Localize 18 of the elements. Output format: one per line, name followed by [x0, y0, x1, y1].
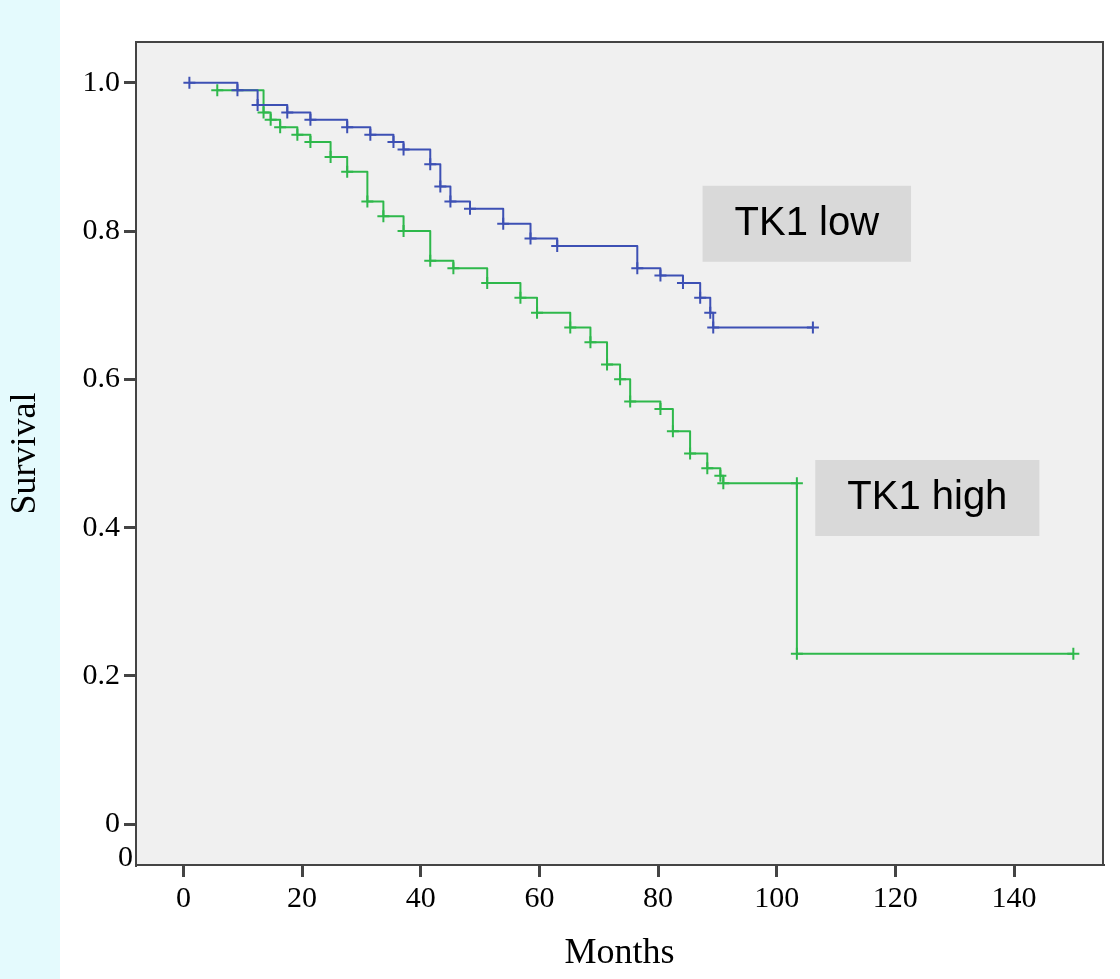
y-axis-title: Survival	[3, 392, 44, 515]
x-tick-label: 20	[287, 879, 318, 913]
x-tick-label: 120	[872, 879, 918, 913]
y-tick-label: 0.6	[82, 360, 120, 394]
y-tick-label: 1.0	[82, 63, 120, 97]
x-tick-label: 140	[991, 879, 1037, 913]
series-label: TK1 low	[734, 198, 880, 243]
x-tick-label: 60	[524, 879, 555, 913]
x-axis-title: Months	[564, 930, 675, 971]
x-tick-label: 100	[754, 879, 800, 913]
x-tick-label: 80	[643, 879, 674, 913]
series-label: TK1 high	[847, 473, 1008, 518]
x-tick-label: 40	[405, 879, 436, 913]
x-tick-label: 0	[175, 879, 191, 913]
y-tick-label: 0.8	[82, 211, 120, 245]
y-tick-label: 0.4	[82, 508, 120, 542]
y-tick-label: 0	[105, 805, 120, 839]
y-tick-label: 0.2	[82, 656, 120, 690]
